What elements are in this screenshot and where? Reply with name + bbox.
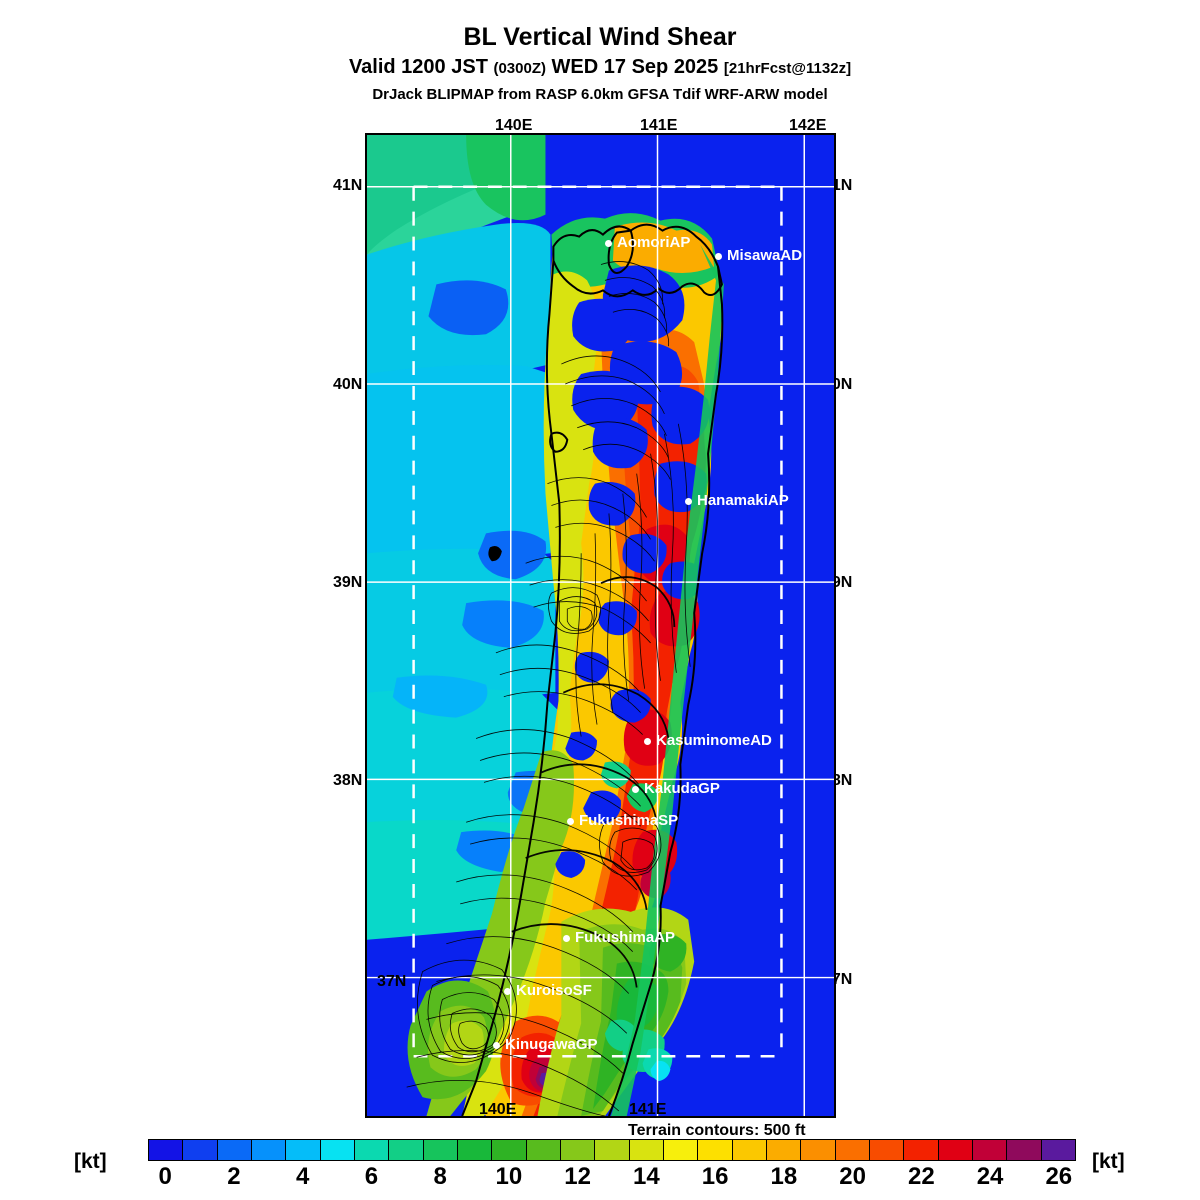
colorbar-swatch: [354, 1140, 390, 1160]
colorbar-tick: 8: [433, 1163, 447, 1190]
colorbar-swatch: [869, 1140, 905, 1160]
station-dot-icon: [605, 239, 612, 247]
station-fukushimasp[interactable]: FukushimaSP: [567, 813, 678, 828]
colorbar-swatch: [904, 1140, 939, 1160]
station-label: AomoriAP: [617, 234, 691, 251]
station-label: KinugawaGP: [505, 1036, 598, 1053]
colorbar-swatch: [251, 1140, 287, 1160]
lat-label-inmap-37n: 37N: [377, 973, 407, 990]
colorbar-tick-labels: 0 2 4 6 8 10 12 14 16 18 20 22 24 26: [0, 1163, 1200, 1195]
colorbar-tick: 12: [564, 1163, 591, 1190]
valid-prefix: Valid 1200 JST: [348, 56, 494, 78]
colorbar-swatch: [835, 1140, 870, 1160]
colorbar-swatch: [217, 1140, 252, 1160]
colorbar-swatch: [1041, 1140, 1075, 1160]
station-label: KakudaGP: [644, 780, 720, 797]
title-block: BL Vertical Wind Shear Valid 1200 JST (0…: [0, 0, 1200, 105]
colorbar-tick: 14: [633, 1163, 660, 1190]
colorbar-unit-left: [kt]: [74, 1150, 107, 1173]
forecast-map[interactable]: 140E 141E 37N AomoriAP MisawaAD Hanamaki…: [365, 133, 836, 1118]
station-kinugawagp[interactable]: KinugawaGP: [493, 1037, 598, 1052]
colorbar-swatch: [560, 1140, 596, 1160]
colorbar-swatch: [423, 1140, 458, 1160]
colorbar-swatch: [801, 1140, 836, 1160]
station-dot-icon: [632, 785, 639, 793]
colorbar-tick: 18: [770, 1163, 798, 1190]
colorbar-swatch: [526, 1140, 561, 1160]
lat-label-left-41n: 41N: [333, 177, 363, 194]
colorbar-tick: 10: [495, 1163, 523, 1190]
colorbar-tick: 20: [839, 1163, 866, 1190]
station-label: FukushimaSP: [579, 812, 679, 829]
map-raster: [367, 135, 834, 1116]
colorbar-tick: 4: [295, 1163, 310, 1190]
colorbar-swatch: [286, 1140, 321, 1160]
station-kuroisosf[interactable]: KuroisoSF: [504, 983, 592, 998]
station-fukushimaap[interactable]: FukushimaAP: [563, 930, 675, 945]
colorbar-swatch: [972, 1140, 1008, 1160]
station-kakudagp[interactable]: KakudaGP: [632, 781, 720, 796]
colorbar-tick: 22: [907, 1163, 935, 1190]
colorbar-swatch: [457, 1140, 493, 1160]
colorbar-unit-right: [kt]: [1092, 1150, 1125, 1173]
station-label: FukushimaAP: [575, 929, 676, 946]
station-kasuminomead[interactable]: KasuminomeAD: [644, 733, 772, 748]
station-dot-icon: [493, 1041, 500, 1049]
lon-label-top-142e: 142E: [789, 117, 827, 134]
lat-label-left-40n: 40N: [333, 376, 363, 393]
station-dot-icon: [685, 497, 692, 505]
terrain-contour-note: Terrain contours: 500 ft: [628, 1122, 806, 1139]
colorbar-swatch: [1007, 1140, 1042, 1160]
model-line: DrJack BLIPMAP from RASP 6.0km GFSA Tdif…: [372, 86, 828, 103]
colorbar-swatch: [183, 1140, 218, 1160]
station-aomoriap[interactable]: AomoriAP: [605, 235, 690, 250]
station-label: KuroisoSF: [516, 982, 592, 999]
colorbar-swatch: [629, 1140, 664, 1160]
lat-label-left-38n: 38N: [333, 772, 363, 789]
station-label: HanamakiAP: [697, 492, 789, 509]
lon-label-bottom-141e: 141E: [629, 1101, 667, 1118]
colorbar-tick: 2: [227, 1163, 241, 1190]
colorbar-swatch: [938, 1140, 973, 1160]
colorbar-swatch: [698, 1140, 733, 1160]
page-title: BL Vertical Wind Shear: [463, 23, 737, 51]
valid-utc: (0300Z): [493, 60, 546, 77]
station-misawaad[interactable]: MisawaAD: [715, 248, 802, 263]
station-dot-icon: [644, 737, 651, 745]
valid-time-line: Valid 1200 JST (0300Z) WED 17 Sep 2025 […: [0, 54, 1200, 82]
lat-label-left-39n: 39N: [333, 574, 363, 591]
colorbar-tick: 0: [158, 1163, 172, 1190]
colorbar-swatch: [766, 1140, 802, 1160]
colorbar-tick: 16: [701, 1163, 729, 1190]
colorbar-tick: 6: [364, 1163, 379, 1190]
colorbar-swatch: [149, 1140, 184, 1160]
colorbar-swatch: [732, 1140, 767, 1160]
colorbar[interactable]: [148, 1139, 1076, 1161]
lon-label-top-141e: 141E: [640, 117, 678, 134]
colorbar-tick: 26: [1045, 1163, 1073, 1190]
lon-label-top-140e: 140E: [495, 117, 533, 134]
station-dot-icon: [504, 987, 511, 995]
station-dot-icon: [567, 817, 574, 825]
colorbar-tick: 24: [976, 1163, 1004, 1190]
station-dot-icon: [715, 252, 722, 260]
forecast-tag: [21hrFcst@1132z]: [723, 60, 852, 77]
colorbar-swatch: [320, 1140, 355, 1160]
colorbar-swatch: [595, 1140, 630, 1160]
station-dot-icon: [563, 934, 570, 942]
station-label: MisawaAD: [727, 247, 803, 264]
colorbar-swatch: [492, 1140, 527, 1160]
valid-date: WED 17 Sep 2025: [546, 56, 724, 78]
colorbar-swatch: [389, 1140, 424, 1160]
lon-label-bottom-140e: 140E: [479, 1101, 517, 1118]
station-hanamakiap[interactable]: HanamakiAP: [685, 493, 789, 508]
colorbar-swatch: [663, 1140, 699, 1160]
station-label: KasuminomeAD: [656, 732, 772, 749]
